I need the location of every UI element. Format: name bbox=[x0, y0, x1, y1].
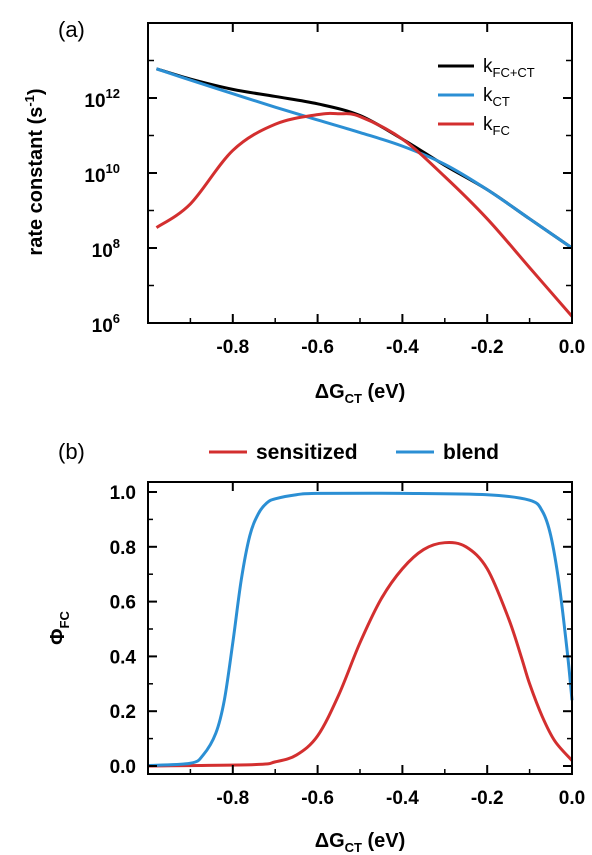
panel-b: (b) sensitized blend -0.8 -0.6 -0.4 -0.2 0.0 0… bbox=[47, 439, 585, 855]
panel-a-x-tick-label: 0.0 bbox=[559, 337, 585, 358]
panel-a-y-tick-label: 108 bbox=[92, 236, 120, 262]
panel-b-x-tick-label: -0.6 bbox=[301, 788, 334, 809]
panel-b-y-tick-label: 0.4 bbox=[110, 647, 137, 668]
panel-b-x-tick-label: 0.0 bbox=[559, 788, 585, 809]
panel-b-x-tick-label: -0.2 bbox=[471, 788, 504, 809]
panel-b-y-tick-label: 0.0 bbox=[110, 757, 136, 778]
panel-a-legend: kFC+CT kCT kFC bbox=[438, 56, 535, 138]
panel-a-x-tick-label: -0.8 bbox=[216, 337, 249, 358]
panel-a-label: (a) bbox=[58, 17, 85, 42]
panel-b-y-tick-label: 0.2 bbox=[110, 702, 136, 723]
panel-a-x-axis-title: ΔGCT (eV) bbox=[315, 381, 406, 406]
panel-b-ticks: -0.8 -0.6 -0.4 -0.2 0.0 0.0 0.2 0.4 0.6 0.8 1.0 bbox=[110, 482, 585, 809]
panel-b-series-line-blend bbox=[147, 491, 574, 767]
panel-b-x-tick-label: -0.4 bbox=[386, 788, 419, 809]
panel-a-x-tick-label: -0.6 bbox=[301, 337, 334, 358]
panel-b-y-tick-label: 0.6 bbox=[110, 593, 136, 614]
panel-b-x-tick-label: -0.8 bbox=[216, 788, 249, 809]
panel-a-y-tick-label: 1012 bbox=[84, 86, 120, 112]
panel-b-y-axis-title: ΦFC bbox=[47, 611, 72, 645]
panel-a: (a) -0.8 -0.6 -0.4 -0.2 0.0 106 108 1010 1012 ΔG… bbox=[22, 17, 585, 406]
panel-b-y-tick-label: 1.0 bbox=[110, 483, 136, 504]
panel-a-series-line-fc bbox=[155, 111, 574, 318]
panel-b-label: (b) bbox=[58, 439, 85, 464]
panel-a-series-line-ct bbox=[156, 67, 573, 250]
panel-b-legend-label: sensitized bbox=[256, 441, 358, 464]
panel-a-legend-label: kCT bbox=[483, 85, 510, 109]
panel-a-y-tick-label: 1010 bbox=[84, 161, 120, 187]
panel-b-series-line-sensitized bbox=[147, 541, 574, 768]
panel-a-series bbox=[155, 67, 574, 318]
panel-a-y-tick-label: 106 bbox=[92, 311, 120, 337]
panel-a-x-tick-label: -0.4 bbox=[386, 337, 419, 358]
panel-b-series bbox=[147, 491, 574, 768]
panel-a-x-tick-label: -0.2 bbox=[471, 337, 504, 358]
panel-b-plot-frame bbox=[147, 481, 573, 775]
panel-a-legend-label: kFC bbox=[483, 114, 510, 138]
panel-b-legend-label: blend bbox=[443, 441, 499, 464]
panel-b-legend: sensitized blend bbox=[209, 441, 499, 464]
panel-a-ticks: -0.8 -0.6 -0.4 -0.2 0.0 106 108 1010 1012 bbox=[84, 22, 585, 358]
panel-a-y-axis-title: rate constant (s-1) bbox=[22, 88, 47, 255]
panel-b-x-axis-title: ΔGCT (eV) bbox=[315, 830, 406, 855]
panel-b-y-tick-label: 0.8 bbox=[110, 538, 136, 559]
panel-a-legend-label: kFC+CT bbox=[483, 56, 535, 80]
